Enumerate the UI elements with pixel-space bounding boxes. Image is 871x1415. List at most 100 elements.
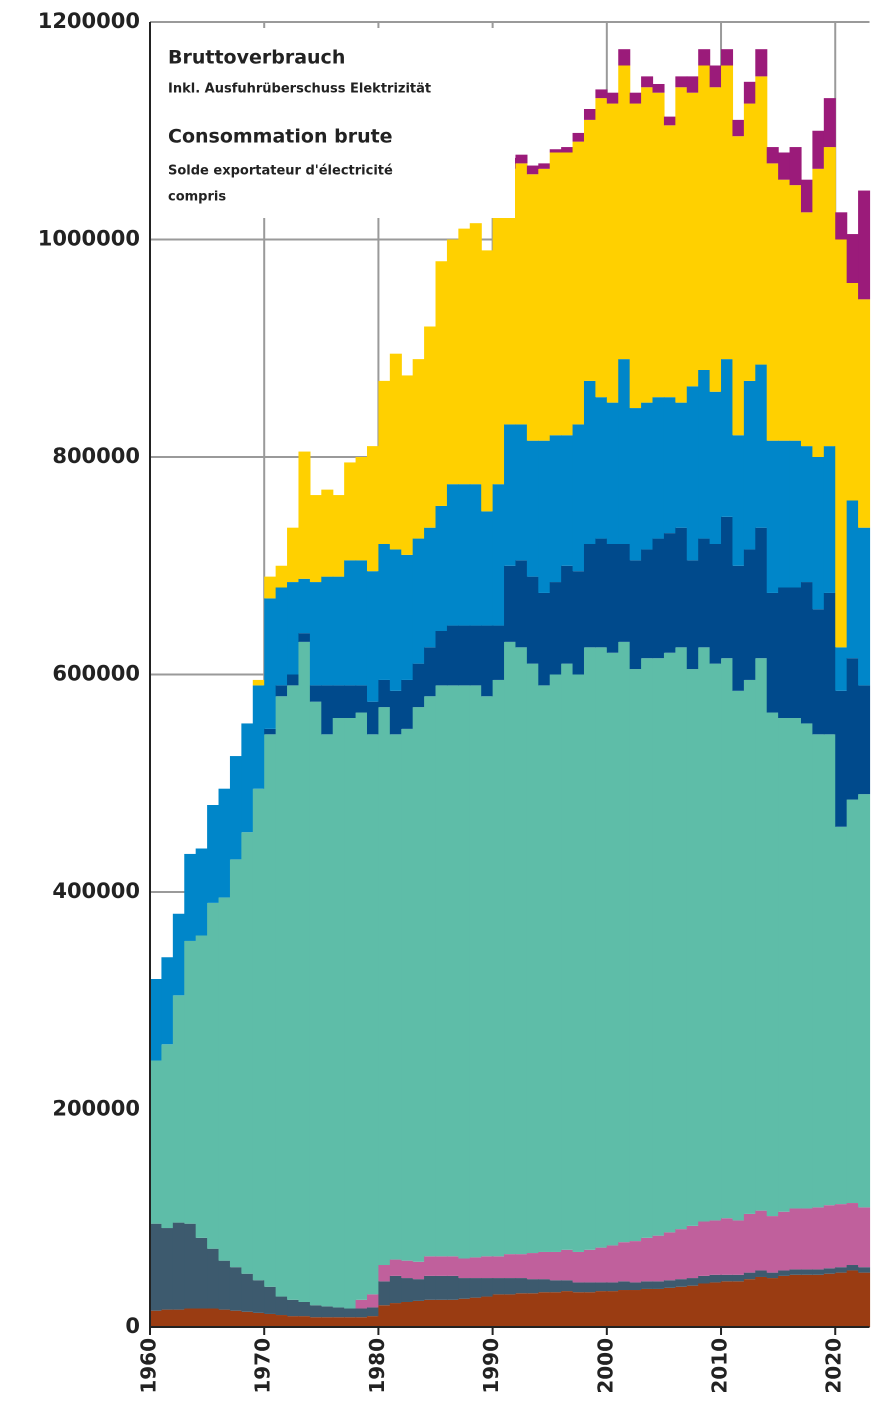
bar-segment — [652, 92, 665, 398]
bar-segment — [721, 65, 734, 360]
bar-segment — [161, 1309, 174, 1327]
bar-segment — [469, 1278, 482, 1298]
bar-segment — [321, 1317, 334, 1327]
bar-segment — [595, 1247, 608, 1283]
bar-segment — [823, 592, 836, 735]
y-tick-label: 600000 — [52, 662, 140, 686]
bar-segment — [835, 212, 848, 240]
bar-segment — [435, 685, 448, 1257]
bar-segment — [709, 87, 722, 392]
bar-segment — [641, 1288, 654, 1327]
bar-segment — [389, 734, 402, 1260]
bar-segment — [743, 1279, 756, 1327]
bar-segment — [526, 174, 539, 441]
bar-segment — [469, 625, 482, 686]
bar-segment — [252, 1280, 265, 1313]
bar-segment — [538, 685, 551, 1252]
bar-segment — [583, 1249, 597, 1283]
bar-segment — [184, 1308, 197, 1327]
bar-segment — [789, 1274, 802, 1327]
bar-segment — [424, 1299, 437, 1327]
bar-segment — [686, 1278, 699, 1286]
bar-segment — [755, 1210, 768, 1271]
x-tick-label: 1980 — [365, 1338, 389, 1394]
bar-segment — [812, 734, 825, 1208]
bar-segment — [378, 1281, 391, 1306]
bar-segment — [858, 1272, 871, 1327]
bar-segment — [572, 424, 585, 572]
bar-segment — [515, 1254, 528, 1279]
bar-segment — [572, 141, 585, 425]
bar-segment — [846, 1270, 859, 1327]
bar-segment — [618, 544, 631, 642]
bar-segment — [515, 560, 528, 648]
bar-segment — [458, 1298, 471, 1327]
bar-segment — [526, 1253, 539, 1280]
bar-segment — [698, 647, 711, 1222]
bar-segment — [789, 1269, 802, 1275]
bar-segment — [789, 1208, 802, 1270]
bar-segment — [321, 489, 334, 577]
bar-segment — [766, 147, 779, 164]
bar-segment — [446, 1256, 459, 1276]
bar-segment — [401, 554, 414, 680]
bar-segment — [732, 119, 745, 137]
bar-segment — [675, 647, 688, 1230]
bar-segment — [504, 424, 517, 566]
x-tick-label: 1970 — [251, 1338, 275, 1394]
bar-segment — [823, 1205, 836, 1269]
bar-segment — [743, 1272, 756, 1280]
bar-segment — [606, 1291, 619, 1327]
bar-segment — [150, 1223, 163, 1311]
bar-segment — [572, 674, 585, 1252]
bar-segment — [378, 544, 391, 680]
bars — [150, 49, 871, 1327]
bar-segment — [412, 1261, 425, 1280]
bar-segment — [606, 1282, 619, 1292]
bar-segment — [401, 679, 414, 729]
bar-segment — [355, 1308, 368, 1318]
bar-segment — [732, 435, 745, 566]
bar-segment — [332, 685, 345, 718]
bar-segment — [401, 1301, 414, 1327]
bar-segment — [401, 1278, 414, 1302]
bar-segment — [583, 544, 597, 648]
bar-segment — [641, 549, 654, 659]
bar-segment — [492, 1278, 505, 1295]
bar-segment — [229, 756, 242, 860]
bar-segment — [446, 1275, 459, 1300]
bar-segment — [458, 685, 471, 1259]
bar-segment — [675, 1279, 688, 1287]
bar-segment — [469, 685, 482, 1258]
bar-segment — [778, 1275, 791, 1327]
bar-segment — [309, 1317, 322, 1327]
bar-segment — [595, 98, 608, 398]
bar-segment — [229, 859, 242, 1268]
bar-segment — [515, 163, 528, 425]
bar-segment — [675, 527, 688, 648]
bar-segment — [526, 1293, 539, 1327]
bar-segment — [184, 853, 197, 941]
bar-segment — [424, 1275, 437, 1300]
bar-segment — [755, 1270, 768, 1277]
bar-segment — [800, 179, 813, 213]
bar-segment — [504, 641, 517, 1255]
bar-segment — [755, 49, 768, 77]
bar-segment — [355, 560, 368, 686]
bar-segment — [561, 1280, 574, 1292]
bar-segment — [561, 1249, 574, 1281]
bar-segment — [652, 397, 665, 539]
bar-segment — [161, 1228, 174, 1310]
bar-segment — [663, 125, 676, 398]
bar-segment — [858, 1267, 871, 1273]
bar-segment — [583, 647, 597, 1250]
bar-segment — [321, 734, 334, 1307]
bar-segment — [721, 1281, 734, 1327]
bar-segment — [229, 1267, 242, 1311]
bar-segment — [812, 1269, 825, 1275]
bar-segment — [538, 440, 551, 593]
x-tick-label: 2000 — [593, 1338, 617, 1394]
bar-segment — [332, 576, 345, 686]
bar-segment — [618, 49, 631, 66]
